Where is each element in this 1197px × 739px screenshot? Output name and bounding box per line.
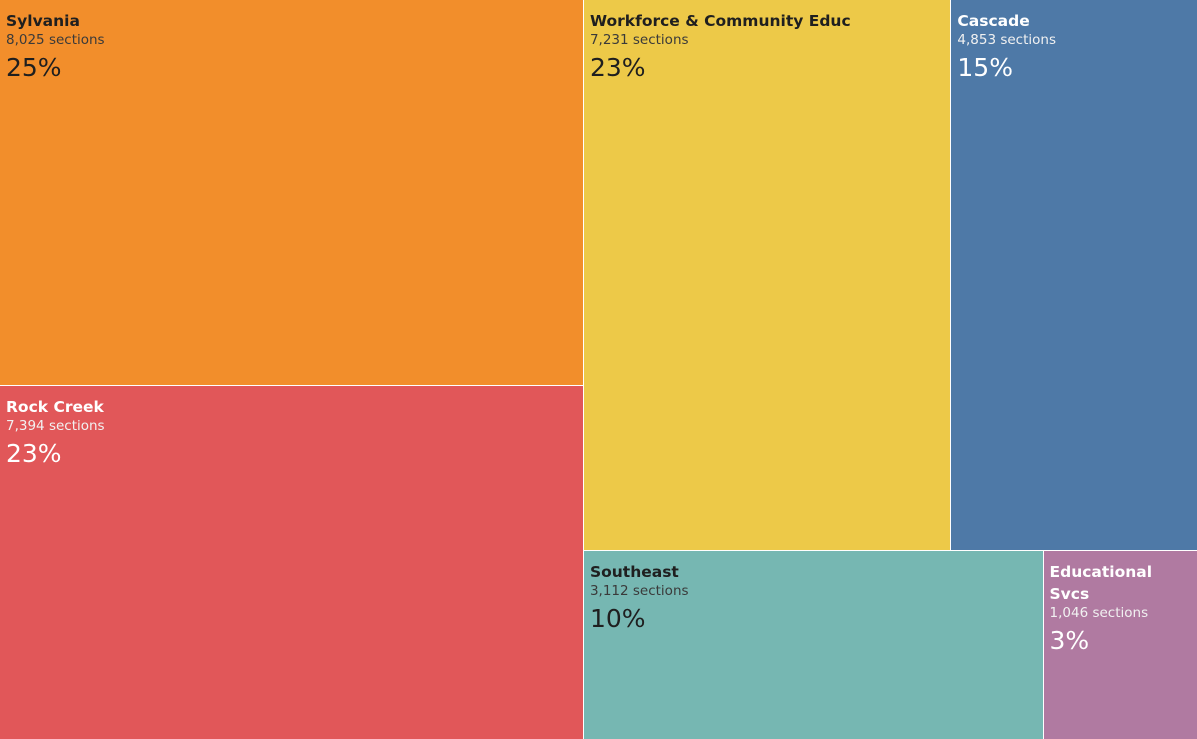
treemap-tile-educational-svcs[interactable]: Educational Svcs 1,046 sections 3% <box>1043 550 1197 739</box>
tile-sections-count: 3,112 sections <box>589 582 689 599</box>
treemap-tile-workforce-community-educ[interactable]: Workforce & Community Educ 7,231 sections… <box>583 0 951 550</box>
tile-sections-count: 8,025 sections <box>6 32 105 48</box>
tile-percent: 15% <box>957 53 1013 82</box>
tile-percent: 3% <box>1049 625 1090 655</box>
tile-label: Cascade <box>957 12 1030 30</box>
tile-label: Rock Creek <box>6 397 104 416</box>
tile-label: Educational Svcs <box>1049 562 1153 603</box>
tile-percent: 23% <box>6 438 62 468</box>
treemap-tile-sylvania[interactable]: Sylvania 8,025 sections 25% <box>0 0 583 385</box>
tile-sections-count: 7,231 sections <box>589 32 689 48</box>
tile-percent: 10% <box>589 603 646 633</box>
tile-label: Sylvania <box>6 12 80 30</box>
treemap-tile-southeast[interactable]: Southeast 3,112 sections 10% <box>583 550 1043 739</box>
tile-percent: 25% <box>6 53 62 82</box>
tile-sections-count: 4,853 sections <box>957 32 1056 48</box>
tile-label: Workforce & Community Educ <box>589 12 851 30</box>
treemap-tile-cascade[interactable]: Cascade 4,853 sections 15% <box>951 0 1197 550</box>
tile-label: Southeast <box>589 562 679 581</box>
tile-percent: 23% <box>589 53 646 82</box>
treemap-tile-rock-creek[interactable]: Rock Creek 7,394 sections 23% <box>0 385 583 739</box>
tile-sections-count: 1,046 sections <box>1049 604 1149 621</box>
tile-sections-count: 7,394 sections <box>6 417 105 434</box>
